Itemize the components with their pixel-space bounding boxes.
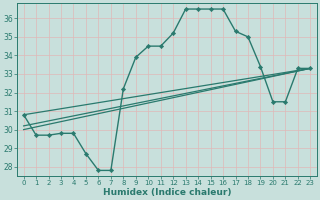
- X-axis label: Humidex (Indice chaleur): Humidex (Indice chaleur): [103, 188, 231, 197]
